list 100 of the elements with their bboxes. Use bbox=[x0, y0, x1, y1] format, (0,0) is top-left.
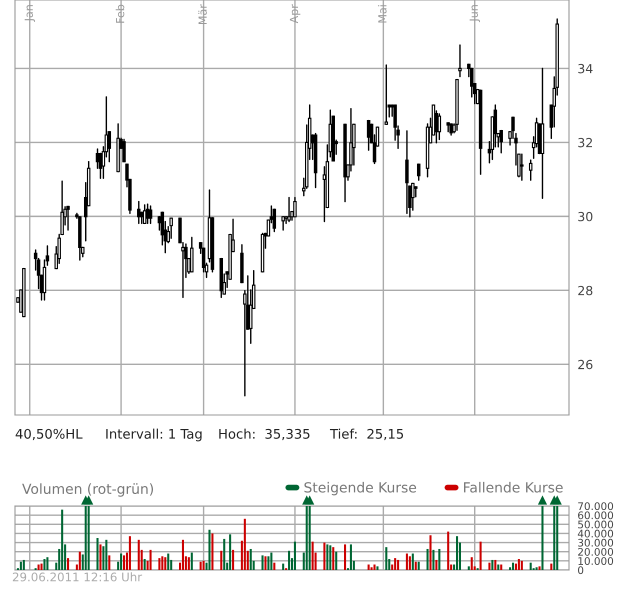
bar bbox=[326, 544, 328, 570]
bar bbox=[418, 562, 420, 570]
bar bbox=[520, 560, 523, 570]
bar bbox=[158, 558, 160, 570]
bar bbox=[250, 548, 252, 570]
x-tick-label: Feb bbox=[116, 4, 124, 23]
bar bbox=[408, 556, 411, 570]
bar bbox=[108, 555, 110, 570]
bar bbox=[350, 544, 352, 570]
bar bbox=[518, 559, 520, 570]
y-tick-label: 20.000 bbox=[578, 548, 614, 556]
candlestick bbox=[293, 196, 297, 218]
bar bbox=[470, 557, 473, 570]
bar bbox=[40, 564, 43, 570]
bar bbox=[262, 555, 264, 570]
bar bbox=[414, 562, 417, 570]
bar bbox=[538, 566, 541, 570]
bar bbox=[385, 547, 388, 570]
bar bbox=[150, 550, 152, 570]
candlestick bbox=[281, 216, 285, 231]
bar bbox=[46, 557, 48, 570]
candlestick bbox=[272, 208, 276, 232]
bar bbox=[368, 564, 370, 570]
x-tick-label: Mai bbox=[378, 5, 387, 23]
bar bbox=[22, 560, 25, 570]
bar bbox=[335, 552, 338, 570]
bar bbox=[344, 544, 346, 570]
bar bbox=[550, 564, 552, 570]
y-tick-label: 34 bbox=[578, 64, 593, 74]
candlestick bbox=[414, 186, 418, 198]
bar bbox=[494, 560, 496, 570]
bar bbox=[397, 560, 400, 570]
bar bbox=[273, 562, 276, 570]
bar bbox=[232, 550, 234, 570]
bar bbox=[480, 542, 482, 570]
bar bbox=[329, 545, 332, 570]
bar bbox=[78, 552, 81, 570]
bar bbox=[161, 556, 164, 570]
bar bbox=[67, 558, 70, 570]
text: Intervall: 1 Tag bbox=[106, 428, 202, 442]
bar bbox=[447, 532, 450, 570]
candlestick bbox=[148, 205, 152, 224]
bar bbox=[200, 562, 202, 570]
bar bbox=[264, 556, 267, 570]
y-tick-label: 30.000 bbox=[578, 538, 614, 547]
bar bbox=[426, 548, 429, 570]
bar bbox=[43, 559, 46, 570]
candlestick bbox=[366, 120, 370, 151]
candlestick bbox=[520, 154, 524, 181]
bar bbox=[312, 542, 314, 570]
bar bbox=[138, 540, 140, 570]
bar bbox=[332, 547, 334, 570]
bar bbox=[190, 552, 193, 570]
candlestick bbox=[137, 200, 140, 224]
bar bbox=[468, 566, 470, 570]
bar bbox=[38, 564, 40, 570]
x-tick-label: Mär bbox=[198, 4, 207, 24]
bar bbox=[491, 560, 494, 570]
bar bbox=[497, 564, 500, 570]
x-tick-label: Jun bbox=[470, 5, 480, 22]
candlestick bbox=[287, 196, 291, 222]
bar bbox=[373, 564, 376, 570]
bar bbox=[412, 554, 414, 570]
candlestick bbox=[416, 164, 420, 181]
legend-label: Fallende Kurse bbox=[464, 482, 563, 493]
y-tick-label: 28 bbox=[578, 286, 592, 296]
bar bbox=[267, 556, 270, 570]
text: 29.06.2011 12:16 Uhr bbox=[12, 572, 142, 582]
bar bbox=[105, 540, 108, 570]
candlestick bbox=[449, 123, 453, 136]
x-tick-label: Jan bbox=[24, 5, 36, 22]
y-tick-label: 30 bbox=[578, 212, 592, 222]
y-tick-label: 32 bbox=[578, 138, 592, 148]
candlestick bbox=[146, 203, 150, 224]
bar bbox=[188, 557, 190, 570]
bar bbox=[208, 530, 211, 570]
y-tick-label: 40.000 bbox=[578, 530, 614, 538]
bar bbox=[123, 555, 126, 570]
bar bbox=[376, 566, 378, 570]
bar bbox=[432, 550, 434, 570]
bar bbox=[294, 542, 296, 570]
bar bbox=[128, 536, 131, 570]
bar bbox=[211, 533, 214, 570]
bar bbox=[96, 538, 99, 570]
text: Tief: 25,15 bbox=[330, 428, 404, 440]
candlestick bbox=[142, 204, 146, 224]
y-tick-label: 60.000 bbox=[578, 511, 614, 520]
bar bbox=[220, 550, 222, 570]
y-tick-label: 70.000 bbox=[578, 502, 614, 510]
y-tick-label: 50.000 bbox=[578, 520, 614, 528]
y-tick-label: 26 bbox=[578, 360, 592, 370]
bar bbox=[61, 510, 64, 570]
y-tick-label: 0 bbox=[578, 566, 584, 574]
y-tick-label: 10.000 bbox=[578, 557, 614, 565]
bar bbox=[429, 535, 432, 570]
bar bbox=[438, 548, 440, 570]
bar bbox=[244, 518, 246, 570]
bar bbox=[530, 562, 532, 570]
bar bbox=[323, 542, 326, 570]
bar bbox=[120, 554, 122, 570]
